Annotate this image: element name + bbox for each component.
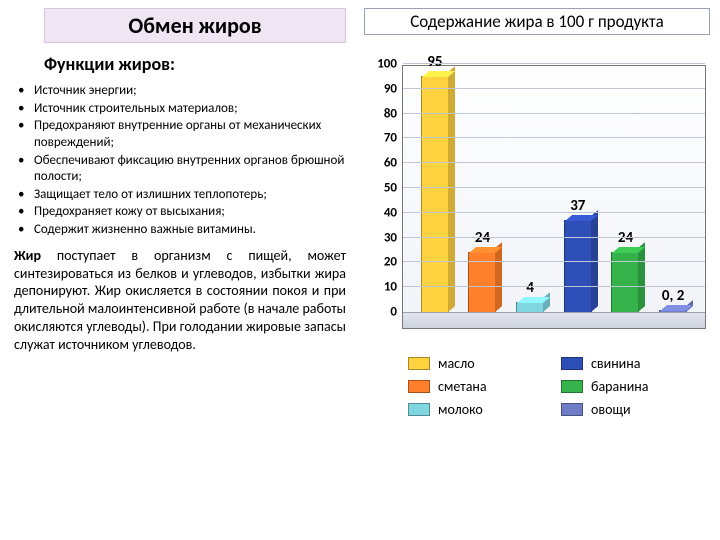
body-paragraph: Жир поступает в организм с пищей, может …: [14, 247, 346, 354]
chart-bar: 37: [564, 220, 592, 312]
functions-list-item: Источник строительных материалов;: [16, 101, 346, 118]
chart-bar: 4: [516, 302, 544, 312]
chart-floor: [403, 312, 705, 328]
chart-gridline: [403, 162, 705, 163]
chart-ytick: 80: [384, 106, 403, 121]
chart-gridline: [403, 187, 705, 188]
chart-gridline: [403, 286, 705, 287]
legend-item: молоко: [408, 401, 541, 418]
main-title: Обмен жиров: [44, 8, 346, 43]
legend-swatch: [561, 403, 583, 416]
chart-bar-value-label: 24: [618, 229, 633, 247]
chart-bar-value-label: 4: [526, 279, 534, 297]
chart-gridline: [403, 237, 705, 238]
chart-bar-value-label: 24: [475, 229, 490, 247]
chart-ytick: 30: [384, 230, 403, 245]
chart-bar-top: [660, 305, 693, 311]
legend-item: свинина: [561, 355, 694, 372]
functions-list-item: Предохраняет кожу от высыхания;: [16, 204, 346, 221]
chart-bar-value-label: 0, 2: [662, 287, 684, 305]
chart-ytick: 60: [384, 156, 403, 171]
chart-title: Содержание жира в 100 г продукта: [364, 8, 710, 35]
chart-ytick: 70: [384, 131, 403, 146]
chart-gridline: [403, 88, 705, 89]
slide: Обмен жиров Функции жиров: Источник энер…: [0, 0, 720, 540]
left-panel: Обмен жиров Функции жиров: Источник энер…: [0, 0, 360, 540]
legend-item: баранина: [561, 378, 694, 395]
legend-item: масло: [408, 355, 541, 372]
chart-ytick: 0: [390, 305, 403, 320]
chart-bar-group: 4: [516, 302, 544, 312]
legend-label: свинина: [591, 355, 640, 372]
chart-gridline: [403, 261, 705, 262]
functions-list-item: Источник энергии;: [16, 83, 346, 100]
chart-ytick: 40: [384, 205, 403, 220]
functions-list-item: Предохраняют внутренние органы от механи…: [16, 118, 346, 151]
paragraph-lead: Жир: [14, 247, 41, 264]
legend-swatch: [561, 380, 583, 393]
chart-plot-area: 9524437240, 2 0102030405060708090100: [402, 65, 706, 329]
legend-item: сметана: [408, 378, 541, 395]
chart-bar-side: [638, 243, 645, 312]
fat-content-chart: 9524437240, 2 0102030405060708090100: [364, 41, 710, 341]
chart-bar: 0, 2: [659, 310, 687, 312]
legend-label: овощи: [591, 401, 631, 418]
chart-gridline: [403, 212, 705, 213]
legend-swatch: [408, 380, 430, 393]
chart-gridline: [403, 137, 705, 138]
chart-ytick: 50: [384, 181, 403, 196]
chart-bar-side: [495, 243, 502, 312]
chart-bars: 9524437240, 2: [411, 66, 697, 312]
functions-list: Источник энергии;Источник строительных м…: [16, 83, 346, 239]
legend-label: масло: [438, 355, 475, 372]
chart-ytick: 20: [384, 255, 403, 270]
functions-subtitle: Функции жиров:: [44, 53, 346, 75]
chart-bar-side: [543, 292, 550, 312]
right-panel: Содержание жира в 100 г продукта 9524437…: [360, 0, 720, 540]
legend-label: молоко: [438, 401, 483, 418]
functions-list-item: Содержит жизненно важные витамины.: [16, 222, 346, 239]
legend-label: баранина: [591, 378, 648, 395]
functions-list-item: Защищает тело от излишних теплопотерь;: [16, 187, 346, 204]
chart-ytick: 90: [384, 81, 403, 96]
functions-list-item: Обеспечивают фиксацию внутренних органов…: [16, 153, 346, 186]
legend-swatch: [408, 357, 430, 370]
chart-bar-group: 37: [564, 220, 592, 312]
chart-bar-group: 0, 2: [659, 310, 687, 312]
chart-ytick: 10: [384, 280, 403, 295]
legend-item: овощи: [561, 401, 694, 418]
chart-gridline: [403, 113, 705, 114]
legend-label: сметана: [438, 378, 487, 395]
chart-gridline: [403, 63, 705, 64]
chart-bar-side: [448, 67, 455, 312]
legend-swatch: [561, 357, 583, 370]
paragraph-rest: поступает в организм с пищей, может синт…: [14, 247, 346, 354]
chart-legend: масло свинина сметана баранина молоко овощи: [364, 341, 710, 418]
legend-swatch: [408, 403, 430, 416]
chart-ytick: 100: [377, 57, 403, 72]
